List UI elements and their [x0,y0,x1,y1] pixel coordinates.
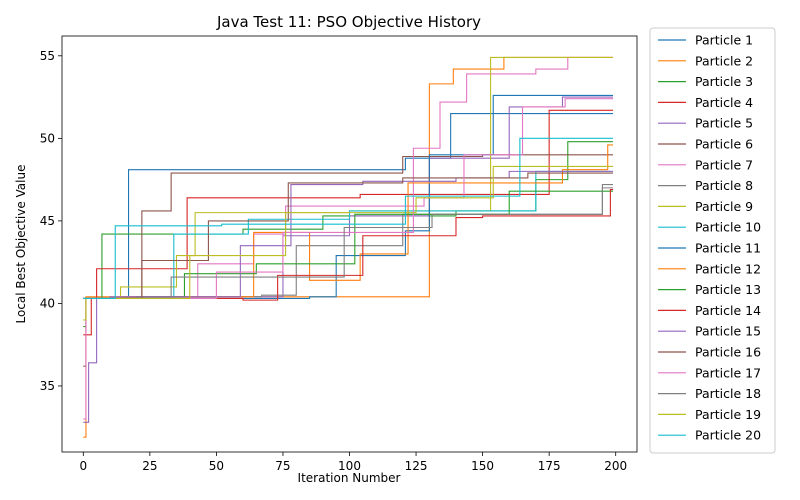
series-line-particle-13 [83,190,614,300]
series-line-particle-8 [83,187,614,300]
y-tick-label: 50 [40,131,55,145]
y-tick-label: 55 [40,49,55,63]
series-line-particle-2 [83,56,614,438]
legend-entry-particle-13: Particle 13 [695,282,761,297]
chart-title: Java Test 11: PSO Objective History [216,13,481,31]
legend-entry-particle-7: Particle 7 [695,157,753,172]
series-line-particle-11 [83,94,614,300]
series-line-particle-18 [83,184,614,300]
series-line-particle-17 [83,98,614,300]
series-line-particle-14 [83,188,614,301]
legend-entry-particle-1: Particle 1 [695,33,753,48]
x-tick-label: 175 [538,459,561,473]
series-line-particle-1 [83,113,614,300]
x-tick-label: 150 [471,459,494,473]
series-line-particle-19 [83,165,614,300]
plot-lines [83,56,614,438]
series-line-particle-7 [83,56,614,420]
legend-entry-particle-5: Particle 5 [695,116,753,131]
series-line-particle-16 [83,172,614,300]
series-line-particle-15 [83,170,614,300]
series-line-particle-4 [83,109,614,336]
legend-entry-particle-10: Particle 10 [695,220,761,235]
legend-entry-particle-14: Particle 14 [695,303,761,318]
legend-entry-particle-20: Particle 20 [695,428,761,443]
legend-entry-particle-3: Particle 3 [695,74,753,89]
y-tick-label: 45 [40,214,55,228]
legend-entry-particle-15: Particle 15 [695,324,761,339]
legend-entry-particle-16: Particle 16 [695,345,761,360]
legend-entry-particle-8: Particle 8 [695,178,753,193]
legend-entry-particle-12: Particle 12 [695,261,761,276]
x-tick-label: 125 [405,459,428,473]
x-tick-label: 50 [209,459,224,473]
legend-entry-particle-2: Particle 2 [695,53,753,68]
legend-entry-particle-17: Particle 17 [695,365,761,380]
y-axis-label: Local Best Objective Value [14,165,28,324]
legend-entry-particle-19: Particle 19 [695,407,761,422]
x-tick-label: 100 [338,459,361,473]
legend-entry-particle-6: Particle 6 [695,137,753,152]
y-tick-label: 40 [40,296,55,310]
plot-frame [61,35,638,453]
x-tick-label: 25 [142,459,157,473]
y-axis: 35 40 45 50 55 [40,49,62,393]
legend-entry-particle-9: Particle 9 [695,199,753,214]
legend-entry-particle-4: Particle 4 [695,95,753,110]
legend-entry-particle-11: Particle 11 [695,241,761,256]
legend: Particle 1 Particle 2 Particle 3 Particle 4… [649,27,776,454]
x-axis: 0 25 50 75 100 125 150 175 200 [79,452,627,473]
x-axis-label: Iteration Number [298,471,401,485]
y-tick-label: 35 [40,379,55,393]
legend-box [649,27,776,454]
x-tick-label: 200 [604,459,627,473]
series-line-particle-10 [83,170,614,300]
x-tick-label: 0 [79,459,87,473]
series-line-particle-20 [83,137,614,300]
x-tick-label: 75 [275,459,290,473]
legend-entry-particle-18: Particle 18 [695,386,761,401]
series-line-particle-5 [83,96,614,423]
